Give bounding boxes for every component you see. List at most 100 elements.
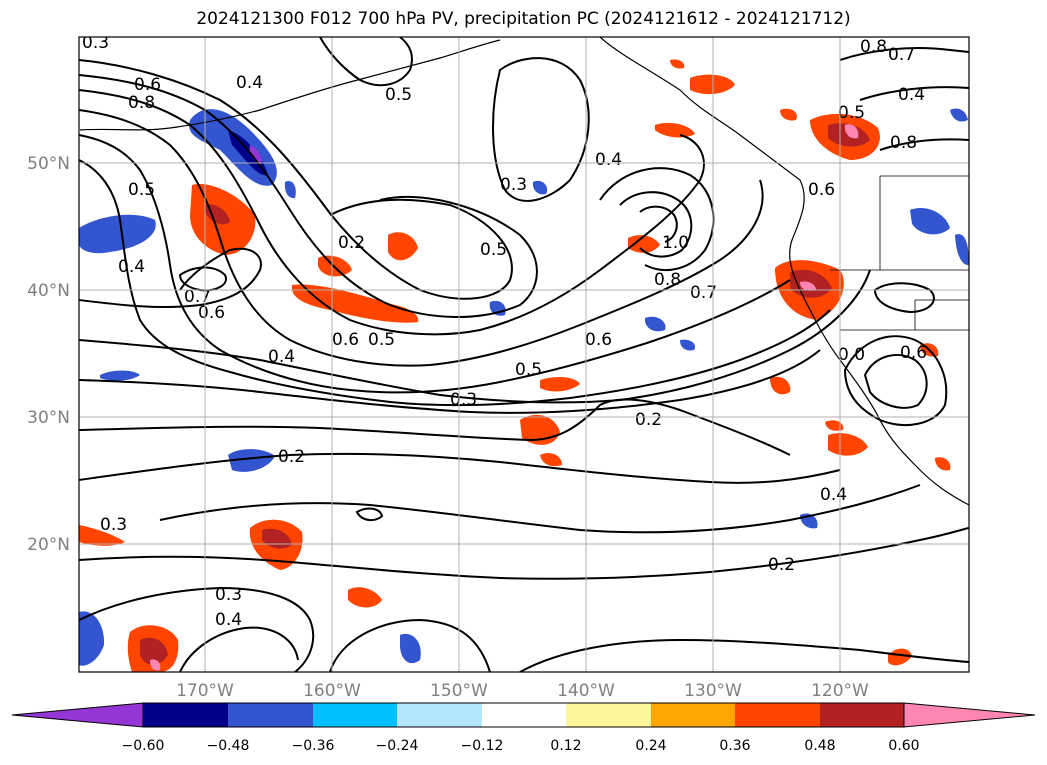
contour-label: 0.4 xyxy=(118,257,145,277)
precip-positive-region xyxy=(150,659,161,671)
lon-label: 170°W xyxy=(176,681,234,701)
contour-label: 0.3 xyxy=(100,515,127,535)
precip-negative-region xyxy=(644,316,666,332)
lat-label: 40°N xyxy=(27,281,70,301)
colorbar-segment xyxy=(735,703,820,727)
contour-label: 0.8 xyxy=(860,37,887,57)
contour-label: 0.4 xyxy=(820,485,847,505)
contour-label: 1.0 xyxy=(662,233,689,253)
contour-line xyxy=(879,138,969,151)
precip-shading xyxy=(79,59,969,672)
contour-line xyxy=(873,282,935,314)
contour-line xyxy=(179,626,299,672)
lon-label: 160°W xyxy=(303,681,361,701)
contour-line xyxy=(79,586,315,672)
contour-line xyxy=(79,527,969,580)
latitude-labels: 50°N 40°N 30°N 20°N xyxy=(27,154,70,555)
precip-positive-region xyxy=(888,648,912,666)
precip-positive-region xyxy=(318,255,352,277)
contour-line xyxy=(79,349,821,414)
colorbar-tick-label: −0.36 xyxy=(292,738,335,754)
precip-negative-region xyxy=(79,611,105,666)
contour-label: 0.5 xyxy=(368,330,395,350)
contour-label: 0.4 xyxy=(268,347,295,367)
lon-label: 130°W xyxy=(684,681,742,701)
contour-label: 0.3 xyxy=(500,175,527,195)
colorbar-tick-label: −0.24 xyxy=(376,738,419,754)
contour-label: 0.7 xyxy=(184,287,211,307)
precip-negative-region xyxy=(532,180,548,195)
colorbar-tick-label: 0.24 xyxy=(635,738,666,754)
precip-negative-region xyxy=(100,370,140,381)
colorbar: −0.60 −0.48 −0.36 −0.24 −0.12 0.12 0.24 … xyxy=(11,702,1036,754)
contour-line xyxy=(355,507,384,522)
figure-title: 2024121300 F012 700 hPa PV, precipitatio… xyxy=(196,9,851,29)
precip-negative-region xyxy=(284,180,296,199)
contour-line xyxy=(599,167,715,271)
contour-label: 0.6 xyxy=(585,330,612,350)
lon-label: 140°W xyxy=(557,681,615,701)
precip-positive-region xyxy=(140,637,168,665)
contour-label: 0.2 xyxy=(768,555,795,575)
contour-line xyxy=(79,398,791,456)
contour-label: 0.4 xyxy=(898,85,925,105)
contour-label: 0.6 xyxy=(900,343,927,363)
lat-label: 50°N xyxy=(27,154,70,174)
precip-positive-region xyxy=(844,124,859,139)
colorbar-segment xyxy=(566,703,651,727)
contour-label: 0.4 xyxy=(595,150,622,170)
precip-negative-region xyxy=(249,145,262,165)
coastlines xyxy=(79,37,969,506)
contour-label: 0.3 xyxy=(215,585,242,605)
precip-positive-region xyxy=(628,235,660,253)
map-frame xyxy=(78,36,970,673)
precip-positive-region xyxy=(348,587,382,608)
state-border xyxy=(830,175,969,331)
precip-positive-region xyxy=(800,281,816,291)
contour-label: 0.0 xyxy=(838,345,865,365)
colorbar-segment xyxy=(397,703,482,727)
map-area: 0.3 0.6 0.8 0.4 0.5 0.4 0.5 0.7 0.6 0.6 … xyxy=(79,37,969,672)
precip-positive-region xyxy=(79,525,125,546)
colorbar-extend-low xyxy=(11,702,144,728)
colorbar-tick-label: −0.12 xyxy=(461,738,504,754)
contour-line xyxy=(329,618,491,672)
contour-label: 0.7 xyxy=(888,45,915,65)
contour-label: 0.6 xyxy=(332,330,359,350)
precip-positive-region xyxy=(291,284,419,323)
precip-negative-region xyxy=(79,214,156,254)
contour-label: 0.2 xyxy=(278,447,305,467)
colorbar-extend-high xyxy=(903,702,1036,728)
precip-positive-region xyxy=(540,453,562,467)
colorbar-tick-label: −0.48 xyxy=(207,738,250,754)
contour-line xyxy=(79,269,871,404)
contour-label: 0.4 xyxy=(215,610,242,630)
contour-label: 0.6 xyxy=(134,75,161,95)
colorbar-segment xyxy=(313,703,397,727)
contour-label: 0.2 xyxy=(338,233,365,253)
contour-line xyxy=(843,335,948,426)
lat-label: 20°N xyxy=(27,535,70,555)
contour-line xyxy=(863,354,928,409)
contour-label: 0.8 xyxy=(654,270,681,290)
contour-line xyxy=(79,89,705,336)
precip-negative-region xyxy=(400,633,421,664)
lon-label: 120°W xyxy=(811,681,869,701)
contour-label: 0.8 xyxy=(890,133,917,153)
contour-label: 0.2 xyxy=(635,410,662,430)
colorbar-segment xyxy=(651,703,735,727)
colorbar-frame xyxy=(142,702,905,728)
longitude-labels: 170°W 160°W 150°W 140°W 130°W 120°W xyxy=(176,681,869,701)
colorbar-tick-label: 0.48 xyxy=(804,738,835,754)
contour-line xyxy=(79,59,513,300)
precip-positive-region xyxy=(828,433,868,456)
gridlines xyxy=(79,37,969,672)
contour-line xyxy=(319,37,413,87)
contour-labels: 0.3 0.6 0.8 0.4 0.5 0.4 0.5 0.7 0.6 0.6 … xyxy=(82,37,927,630)
colorbar-segment xyxy=(820,703,904,727)
contour-label: 0.8 xyxy=(128,93,155,113)
contour-line xyxy=(519,638,969,672)
contour-label: 0.3 xyxy=(450,390,477,410)
contour-line xyxy=(79,452,841,484)
